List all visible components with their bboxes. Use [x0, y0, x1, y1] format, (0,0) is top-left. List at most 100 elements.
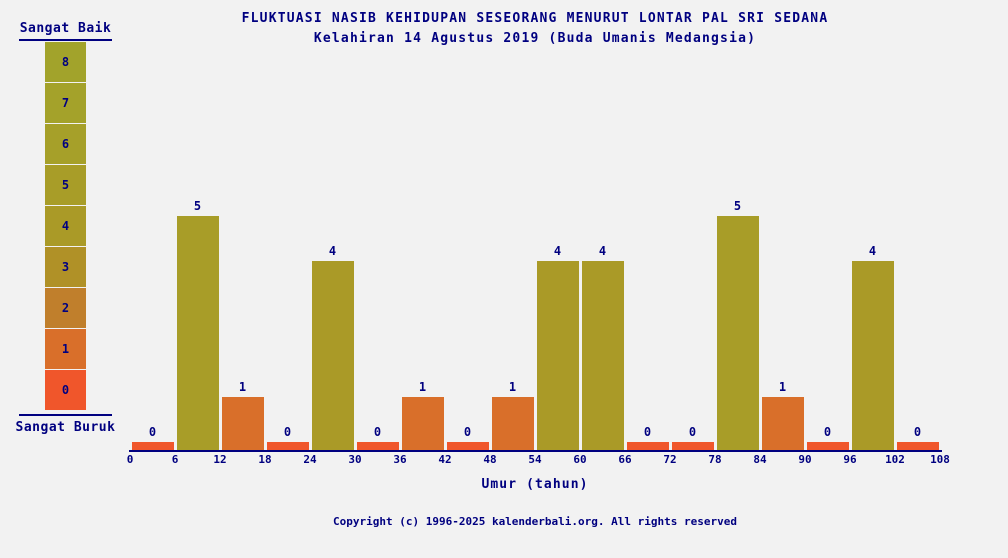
legend-scale-value: 0 — [61, 383, 70, 397]
bar-value-label: 1 — [778, 379, 787, 394]
bar: 0 — [131, 425, 174, 450]
x-axis-title: Umur (tahun) — [481, 477, 589, 492]
x-axis-tick-label: 54 — [528, 453, 542, 466]
bar-slot: 0 — [625, 80, 670, 450]
x-axis-tick-label: 96 — [843, 453, 857, 466]
legend-top-rule — [19, 39, 112, 41]
bar-value-label: 0 — [148, 425, 157, 439]
bar-value-label: 5 — [193, 199, 202, 213]
bar: 0 — [356, 425, 399, 450]
x-axis-ticks: 0 6 12 18 24 30 36 42 48 54 60 66 72 78 84 90 96 102 108 — [126, 453, 950, 467]
bar-slot: 4 — [535, 80, 580, 450]
x-axis-tick-label: 66 — [618, 453, 632, 466]
bar: 5 — [176, 199, 219, 450]
bar: 5 — [716, 199, 759, 450]
legend-scale-value: 4 — [61, 219, 70, 233]
bar-value-label: 0 — [643, 425, 652, 439]
bar-slot: 4 — [850, 80, 895, 450]
chart-subtitle: Kelahiran 14 Agustus 2019 (Buda Umanis M… — [313, 31, 757, 46]
bar-slot: 5 — [715, 80, 760, 450]
copyright-text: Copyright (c) 1996-2025 kalenderbali.org… — [333, 515, 737, 528]
x-axis-tick-label: 90 — [798, 453, 812, 466]
bar-value-label: 0 — [913, 425, 922, 439]
bar-slot: 0 — [130, 80, 175, 450]
bar: 4 — [581, 244, 624, 450]
bar: 0 — [806, 425, 849, 450]
bar-value-label: 1 — [508, 379, 517, 394]
bar-slot: 0 — [805, 80, 850, 450]
legend-scale-cell: 6 — [45, 124, 86, 164]
bar: 4 — [311, 244, 354, 450]
legend-scale-cell: 2 — [45, 288, 86, 328]
bar-slot: 1 — [220, 80, 265, 450]
bar-value-label: 5 — [733, 199, 742, 213]
legend-scale-cell: 8 — [45, 42, 86, 82]
legend-worst-label: Sangat Buruk — [15, 420, 116, 435]
bar-value-label: 0 — [823, 425, 832, 439]
bar-slot: 0 — [895, 80, 940, 450]
legend-scale-cell: 1 — [45, 329, 86, 369]
x-axis-line — [129, 450, 942, 452]
bar-slot: 1 — [400, 80, 445, 450]
x-axis-tick-label: 60 — [573, 453, 587, 466]
x-axis-tick-label: 6 — [171, 453, 179, 466]
bar-value-label: 1 — [418, 379, 427, 394]
bar-value-label: 0 — [283, 425, 292, 439]
legend-best-label: Sangat Baik — [19, 21, 112, 36]
bar-value-label: 0 — [688, 425, 697, 439]
bar-slot: 1 — [760, 80, 805, 450]
x-axis-tick-label: 0 — [126, 453, 134, 466]
legend-scale-value: 8 — [61, 55, 70, 69]
bar-value-label: 4 — [553, 244, 562, 259]
bar-slot: 0 — [670, 80, 715, 450]
bar-value-label: 0 — [463, 425, 472, 439]
x-axis-tick-label: 30 — [348, 453, 362, 466]
legend-scale-value: 7 — [61, 96, 70, 110]
bar: 1 — [761, 380, 804, 450]
bar-slot: 4 — [310, 80, 355, 450]
bar: 0 — [896, 425, 939, 450]
legend-scale-value: 2 — [61, 301, 70, 315]
bar-value-label: 4 — [328, 244, 337, 259]
bar: 1 — [401, 380, 444, 450]
legend-scale-value: 5 — [61, 178, 70, 192]
x-axis-tick-label: 36 — [393, 453, 407, 466]
chart-title: FLUKTUASI NASIB KEHIDUPAN SESEORANG MENU… — [241, 11, 829, 26]
x-axis-tick-label: 78 — [708, 453, 722, 466]
x-axis-tick-label: 18 — [258, 453, 272, 466]
bar-slot: 0 — [445, 80, 490, 450]
fortune-scale-legend: Sangat Baik 8 7 6 5 4 3 2 1 0 Sangat Buruk — [15, 21, 116, 435]
legend-scale-cell: 7 — [45, 83, 86, 123]
bar-slot: 0 — [355, 80, 400, 450]
bar-slot: 1 — [490, 80, 535, 450]
bar-value-label: 4 — [868, 244, 877, 259]
x-axis-tick-label: 84 — [753, 453, 767, 466]
legend-scale-value: 3 — [61, 260, 70, 274]
legend-scale-value: 1 — [61, 342, 70, 356]
x-axis-tick-label: 48 — [483, 453, 497, 466]
legend-bottom-rule — [19, 414, 112, 416]
bar: 0 — [671, 425, 714, 450]
bar: 4 — [851, 244, 894, 450]
legend-scale-cell: 4 — [45, 206, 86, 246]
bar-value-label: 4 — [598, 244, 607, 259]
bar: 1 — [491, 380, 534, 450]
bar: 4 — [536, 244, 579, 450]
legend-scale-cell: 3 — [45, 247, 86, 287]
x-axis-tick-label: 24 — [303, 453, 317, 466]
bar: 0 — [446, 425, 489, 450]
x-axis-tick-label: 102 — [885, 453, 905, 466]
bar-slot: 4 — [580, 80, 625, 450]
legend-scale-cell: 0 — [45, 370, 86, 410]
bar: 0 — [626, 425, 669, 450]
legend-scale-cell: 5 — [45, 165, 86, 205]
x-axis-tick-label: 42 — [438, 453, 452, 466]
bar-slot: 0 — [265, 80, 310, 450]
bar-value-label: 0 — [373, 425, 382, 439]
x-axis-tick-label: 72 — [663, 453, 677, 466]
bar-slot: 5 — [175, 80, 220, 450]
bar: 1 — [221, 380, 264, 450]
legend-scale-value: 6 — [61, 137, 70, 151]
